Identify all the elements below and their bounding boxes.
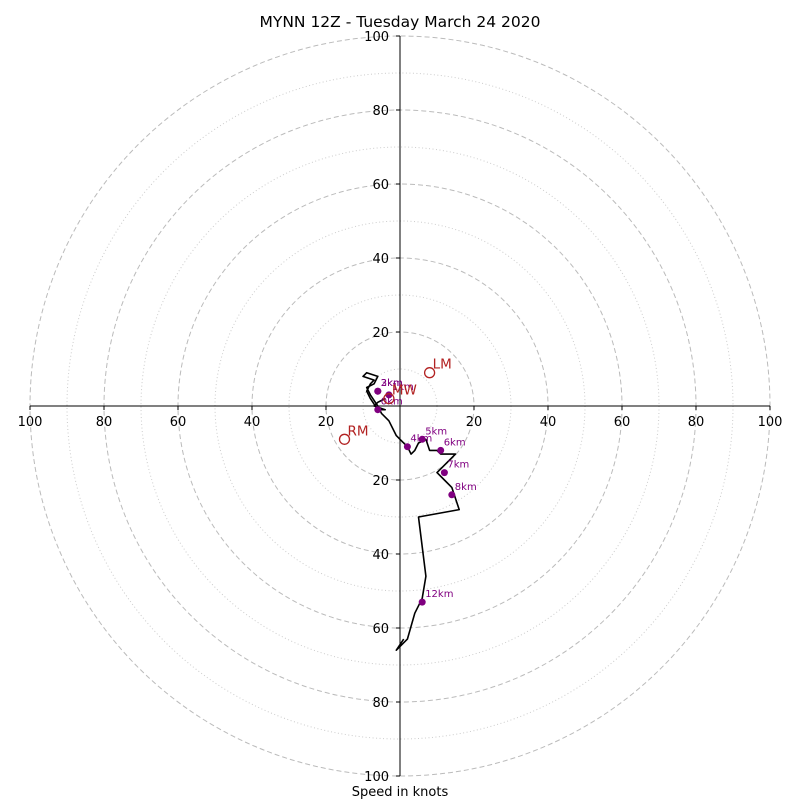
height-label: 8km	[455, 482, 477, 493]
x-tick-label: 20	[318, 415, 335, 430]
y-tick-label: 80	[372, 696, 389, 711]
x-tick-label: 100	[18, 415, 43, 430]
x-tick-label: 40	[540, 415, 557, 430]
height-label: 1km	[392, 382, 414, 393]
hodograph-trace	[362, 371, 461, 652]
height-label: 5km	[425, 426, 447, 437]
height-marker	[374, 387, 382, 395]
height-marker	[374, 406, 382, 414]
x-tick-label: 100	[758, 415, 783, 430]
tick-labels: 100 100 80 80 60 60 40 40 20 20 20 20 40 40 60 60 80 80 10…	[18, 30, 783, 785]
x-axis-label: Speed in knots	[352, 785, 449, 800]
y-tick-label: 20	[372, 474, 389, 489]
storm-motion-label: MW	[392, 383, 417, 399]
y-tick-label: 20	[372, 326, 389, 341]
height-marker	[437, 446, 445, 454]
y-tick-label: 100	[364, 770, 389, 785]
height-label: 12km	[425, 589, 453, 600]
height-label: 6km	[444, 437, 466, 448]
y-tick-label: 40	[372, 252, 389, 267]
storm-motion-markers: LM MW RM	[338, 357, 452, 445]
height-label: 2km	[381, 378, 403, 389]
x-tick-label: 60	[614, 415, 631, 430]
height-marker	[418, 598, 426, 606]
y-tick-label: 40	[372, 548, 389, 563]
height-marker	[385, 391, 393, 399]
storm-motion-label: RM	[348, 423, 369, 439]
y-tick-label: 60	[372, 622, 389, 637]
y-tick-label: 60	[372, 178, 389, 193]
height-label: 7km	[447, 460, 469, 471]
height-marker	[440, 469, 448, 477]
x-tick-label: 40	[244, 415, 261, 430]
storm-motion-marker	[423, 367, 436, 379]
storm-motion-marker	[383, 392, 395, 405]
height-marker	[403, 443, 411, 451]
trace-layer	[362, 371, 461, 652]
chart-title: MYNN 12Z - Tuesday March 24 2020	[259, 13, 540, 31]
x-tick-label: 80	[688, 415, 705, 430]
y-tick-label: 80	[372, 104, 389, 119]
x-tick-label: 80	[96, 415, 113, 430]
axes	[30, 36, 770, 776]
y-tick-label: 100	[364, 30, 389, 45]
x-tick-label: 60	[170, 415, 187, 430]
storm-motion-label: LM	[433, 357, 452, 373]
height-label: 3km	[381, 378, 403, 389]
height-marker	[418, 435, 426, 443]
storm-motion-marker	[338, 433, 351, 445]
x-tick-label: 20	[466, 415, 483, 430]
height-marker	[448, 491, 456, 499]
